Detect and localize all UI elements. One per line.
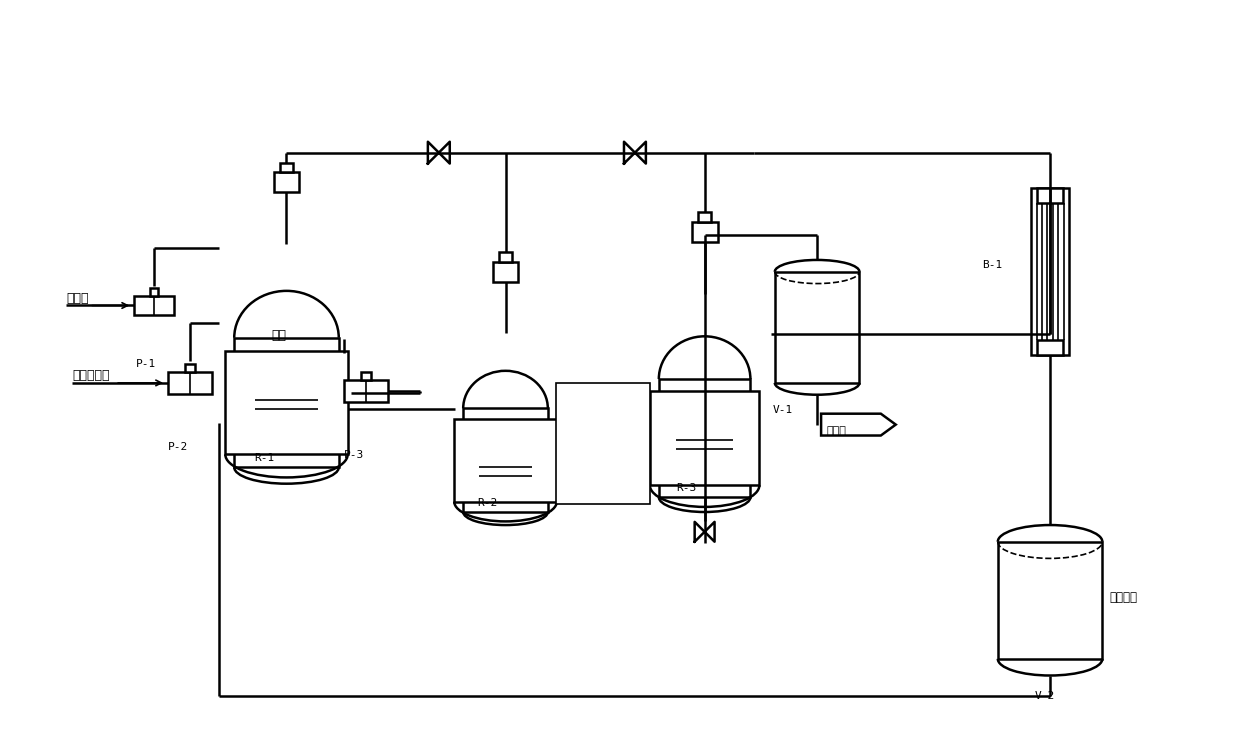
- FancyBboxPatch shape: [274, 172, 300, 192]
- Text: V-1: V-1: [772, 405, 793, 415]
- FancyBboxPatch shape: [774, 272, 860, 383]
- Text: V-2: V-2: [1035, 690, 1056, 701]
- FancyBboxPatch shape: [169, 372, 212, 394]
- FancyBboxPatch shape: [659, 379, 751, 497]
- Text: 碳酸二甲酰: 碳酸二甲酰: [72, 369, 110, 382]
- FancyBboxPatch shape: [455, 419, 556, 502]
- FancyBboxPatch shape: [499, 252, 512, 262]
- FancyBboxPatch shape: [1037, 189, 1063, 204]
- FancyBboxPatch shape: [556, 383, 650, 504]
- FancyBboxPatch shape: [234, 338, 338, 467]
- FancyBboxPatch shape: [463, 409, 548, 512]
- Text: R-2: R-2: [478, 498, 498, 508]
- FancyBboxPatch shape: [650, 391, 760, 485]
- FancyBboxPatch shape: [1037, 340, 1063, 355]
- Text: P-2: P-2: [169, 442, 188, 452]
- Text: 溶剂: 溶剂: [271, 329, 286, 343]
- Text: P-3: P-3: [344, 450, 364, 461]
- Text: B-1: B-1: [983, 260, 1002, 270]
- Text: 后处理: 后处理: [826, 426, 846, 435]
- FancyBboxPatch shape: [344, 380, 388, 402]
- Text: P-1: P-1: [136, 359, 156, 369]
- FancyBboxPatch shape: [134, 296, 173, 316]
- FancyBboxPatch shape: [997, 542, 1103, 659]
- FancyBboxPatch shape: [150, 288, 159, 296]
- FancyBboxPatch shape: [280, 163, 292, 172]
- Text: R-3: R-3: [676, 483, 698, 493]
- FancyBboxPatch shape: [185, 364, 195, 372]
- FancyBboxPatch shape: [225, 351, 348, 454]
- Text: R-1: R-1: [255, 453, 275, 464]
- FancyBboxPatch shape: [493, 262, 518, 282]
- FancyBboxPatch shape: [691, 222, 717, 242]
- FancyBboxPatch shape: [362, 372, 370, 380]
- Text: 三甲胺: 三甲胺: [67, 291, 89, 305]
- FancyBboxPatch shape: [698, 212, 711, 222]
- FancyBboxPatch shape: [1031, 189, 1069, 355]
- Text: 补充溶剂: 补充溶剂: [1110, 591, 1137, 604]
